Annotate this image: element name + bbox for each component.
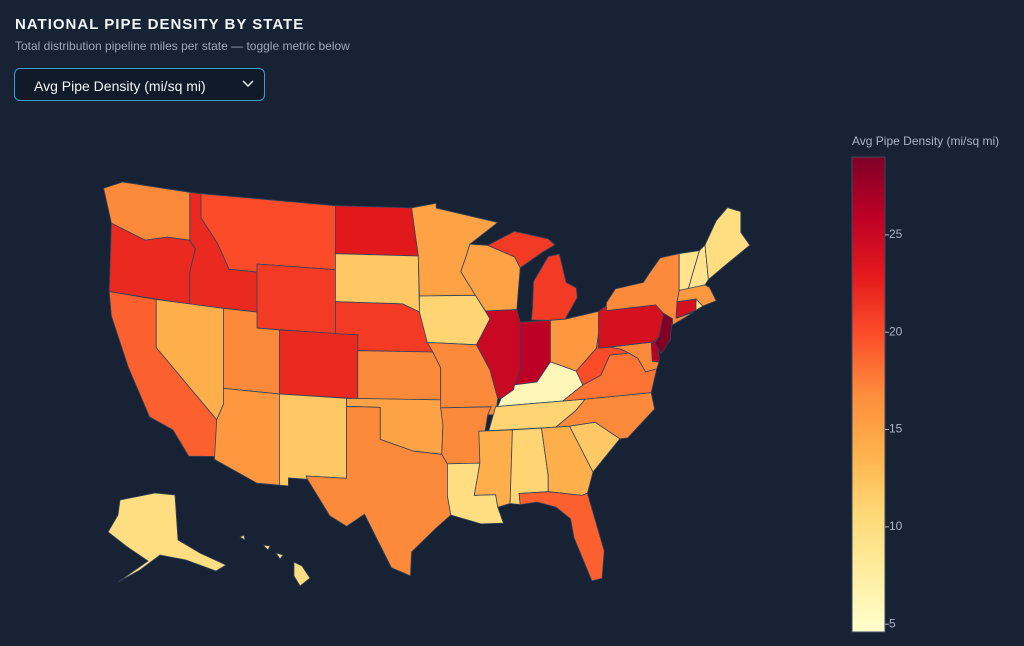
colorbar-tick-label: 20 bbox=[889, 324, 903, 338]
title: NATIONAL PIPE DENSITY BY STATE bbox=[15, 16, 305, 33]
dropdown-chevron bbox=[242, 80, 254, 88]
state bbox=[518, 491, 605, 582]
metric-dropdown[interactable]: Avg Pipe Density (mi/sq mi) bbox=[14, 68, 265, 101]
colorbar-tick-label: 25 bbox=[889, 227, 903, 241]
state bbox=[305, 405, 452, 577]
state bbox=[419, 294, 491, 346]
state bbox=[279, 393, 347, 487]
state bbox=[239, 534, 311, 587]
dropdown-label: Avg Pipe Density (mi/sq mi) bbox=[34, 78, 206, 94]
colorbar-tick-label: 10 bbox=[889, 519, 903, 533]
colorbar bbox=[851, 156, 886, 633]
state bbox=[357, 350, 442, 401]
colorbar-tick-label: 5 bbox=[889, 616, 896, 630]
state bbox=[213, 387, 280, 486]
state bbox=[554, 392, 656, 440]
state bbox=[704, 207, 751, 281]
state bbox=[335, 205, 419, 257]
subtitle: Total distribution pipeline miles per st… bbox=[15, 39, 350, 53]
colorbar-title: Avg Pipe Density (mi/sq mi) bbox=[852, 134, 999, 148]
colorbar-tick-label: 15 bbox=[889, 422, 903, 436]
state bbox=[279, 329, 359, 400]
state bbox=[256, 263, 336, 335]
state bbox=[687, 244, 709, 290]
state bbox=[107, 492, 227, 583]
state bbox=[695, 298, 704, 312]
